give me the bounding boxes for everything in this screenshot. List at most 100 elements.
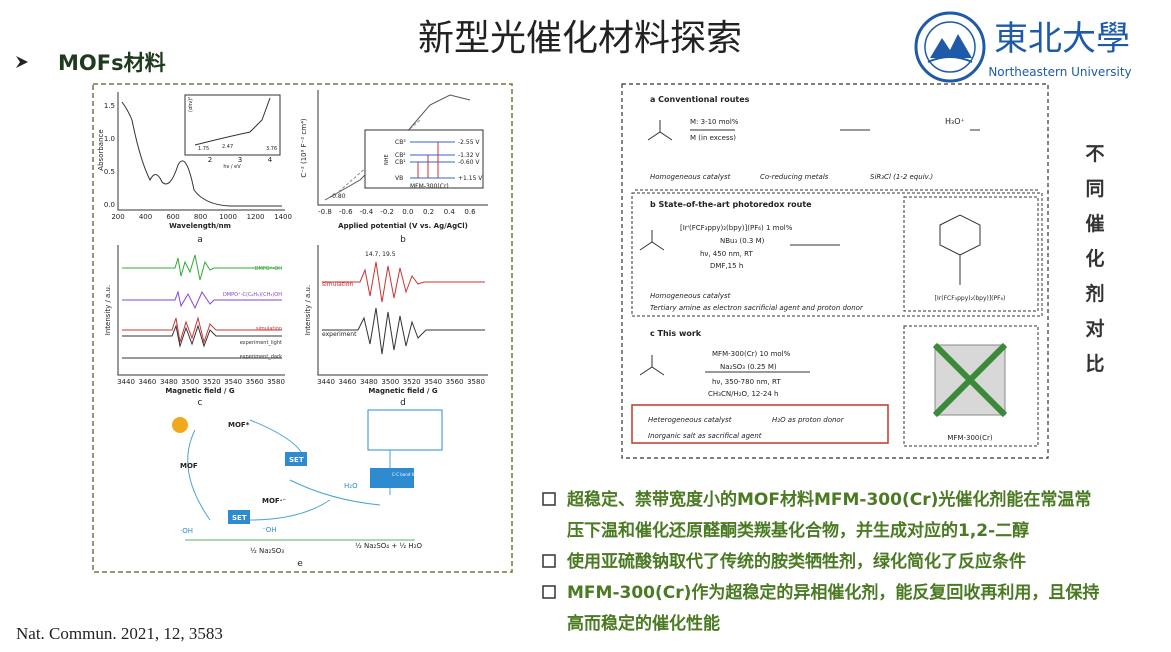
section-title: MOFs材料	[58, 51, 166, 75]
tick-label: 2	[208, 156, 212, 164]
logo-name-cn: 東北大學	[994, 19, 1130, 59]
bullet-text: MFM-300(Cr)作为超稳定的异相催化剂，能反复回收再利用，且保持	[567, 582, 1099, 603]
tick-label: 3560	[446, 378, 464, 386]
panel-label: a	[197, 235, 203, 245]
axis-label: Wavelength/nm	[169, 222, 231, 230]
axis-label: Intensity / a.u.	[304, 285, 312, 335]
axis	[117, 245, 285, 376]
note: Homogeneous catalyst	[650, 173, 731, 181]
epr-trace	[122, 316, 282, 344]
tick-label: 0.6	[464, 208, 476, 216]
annotation: 3.76	[266, 146, 277, 152]
scheme-b	[639, 230, 840, 251]
left-figure: 200 400 600 800 1000 1200 1400 1.5 1.0 0.5 0.0 Wave…	[97, 90, 488, 569]
note: Inorganic salt as sacrifical agent	[648, 432, 762, 440]
tick-label: 1400	[274, 213, 292, 221]
side-char: 剂	[1085, 282, 1104, 305]
note: H₂O as proton donor	[772, 416, 845, 424]
axis	[317, 245, 488, 376]
tick-label: -0.6	[339, 208, 353, 216]
highlight-box	[631, 404, 889, 444]
annotation: 14.7, 19.5	[365, 251, 396, 258]
cc-box	[370, 468, 414, 488]
condition: M: 3-10 mol%	[690, 118, 739, 126]
right-figure-frame	[621, 83, 1049, 459]
band-potential: -2.55 V	[458, 139, 480, 146]
condition: Na₂SO₃ (0.25 M)	[720, 363, 777, 371]
tick-label: 3520	[203, 378, 221, 386]
tick-label: 3440	[317, 378, 335, 386]
note: Co-reducing metals	[760, 173, 829, 181]
band-potential: -0.60 V	[458, 159, 480, 166]
side-char: 不	[1085, 143, 1104, 165]
side-char: 催	[1085, 212, 1104, 235]
mechanism-node: MOF	[180, 462, 198, 470]
diol-box	[367, 409, 443, 451]
annotation: 1.75	[198, 146, 209, 152]
scheme-c	[639, 355, 810, 376]
bullets: 超稳定、禁带宽度小的MOF材料MFM-300(Cr)光催化剂能在常温常压下温和催…	[542, 489, 1099, 634]
products: ½ Na₂SO₄ + ½ H₂O	[355, 542, 422, 550]
epr-trace	[122, 324, 282, 348]
trace-label: DMPO⁺-C(C₆H₅)(CH₃)OH	[223, 292, 282, 298]
right-figure: a Conventional routes M: 3-10 mol% M (in e…	[631, 95, 1043, 447]
trace-label: DMPO⁺-OH	[255, 266, 283, 272]
mechanism-node: ⁻OH	[262, 526, 276, 534]
tick-label: 3	[238, 156, 242, 164]
tick-label: 0.0	[402, 208, 413, 216]
tick-label: 200	[111, 213, 124, 221]
axis-label: Applied potential (V vs. Ag/AgCl)	[338, 222, 468, 230]
tick-label: 3460	[139, 378, 157, 386]
mechanism-node: ·OH	[180, 527, 193, 535]
set-box	[285, 452, 307, 466]
band-level: CB¹	[395, 159, 406, 166]
axis-label: (αhν)²	[188, 97, 194, 112]
band-levels	[410, 141, 455, 179]
note: SiR₃Cl (1-2 equiv.)	[870, 173, 933, 181]
catalyst-box	[903, 196, 1039, 312]
axis-label: Absorbance	[97, 129, 105, 170]
trace-label: experiment	[322, 331, 357, 338]
left-figure-frame	[92, 83, 513, 573]
catalyst-label: [Ir(FCF₃ppy)₂(bpy)](PF₆)	[935, 295, 1006, 302]
section-heading: a Conventional routes	[650, 95, 750, 104]
tick-label: 4	[268, 156, 273, 164]
side-char: 比	[1085, 353, 1104, 375]
trace-label: simulation	[256, 326, 282, 332]
mechanism-node: SET	[289, 456, 304, 464]
tick-label: 1000	[219, 213, 237, 221]
condition: NBu₃ (0.3 M)	[720, 237, 765, 245]
band-level: CB²	[395, 152, 406, 159]
epr-trace	[122, 290, 282, 310]
tick-label: 1.0	[104, 135, 115, 143]
band-level: CB³	[395, 139, 406, 146]
note: Tertiary amine as electron sacrificial a…	[650, 304, 864, 312]
annotation: 2.47	[222, 144, 233, 150]
tick-label: 3500	[381, 378, 399, 386]
annotation: MFM-300(Cr)	[410, 183, 449, 190]
tick-label: -0.8	[318, 208, 332, 216]
condition: M (in excess)	[690, 134, 736, 142]
tick-label: 3580	[267, 378, 285, 386]
sun-icon	[172, 417, 188, 433]
tick-label: -0.4	[360, 208, 374, 216]
epr-trace	[122, 254, 282, 281]
bullet-text: 高而稳定的催化性能	[567, 613, 720, 634]
epr-trace	[322, 307, 485, 355]
mott-schottky-curve	[324, 94, 471, 201]
panel-label: b	[400, 235, 406, 245]
mechanism-arrows	[187, 419, 391, 521]
axis-label: Intensity / a.u.	[104, 285, 112, 335]
mechanism-node: MOF*	[228, 421, 250, 429]
tick-label: 0.4	[444, 208, 456, 216]
section-heading: c This work	[650, 329, 702, 338]
side-char: 同	[1085, 178, 1104, 200]
material-box	[903, 325, 1039, 447]
condition: hν, 350-780 nm, RT	[712, 378, 781, 386]
bullet-text: 压下温和催化还原醛酮类羰基化合物，并生成对应的1,2-二醇	[567, 520, 1029, 541]
condition: [Irᴵ(FCF₃ppy)₂(bpy)](PF₆) 1 mol%	[680, 224, 793, 232]
tick-label: 3540	[224, 378, 242, 386]
tick-label: 800	[194, 213, 207, 221]
annotation: NHE	[384, 154, 390, 165]
